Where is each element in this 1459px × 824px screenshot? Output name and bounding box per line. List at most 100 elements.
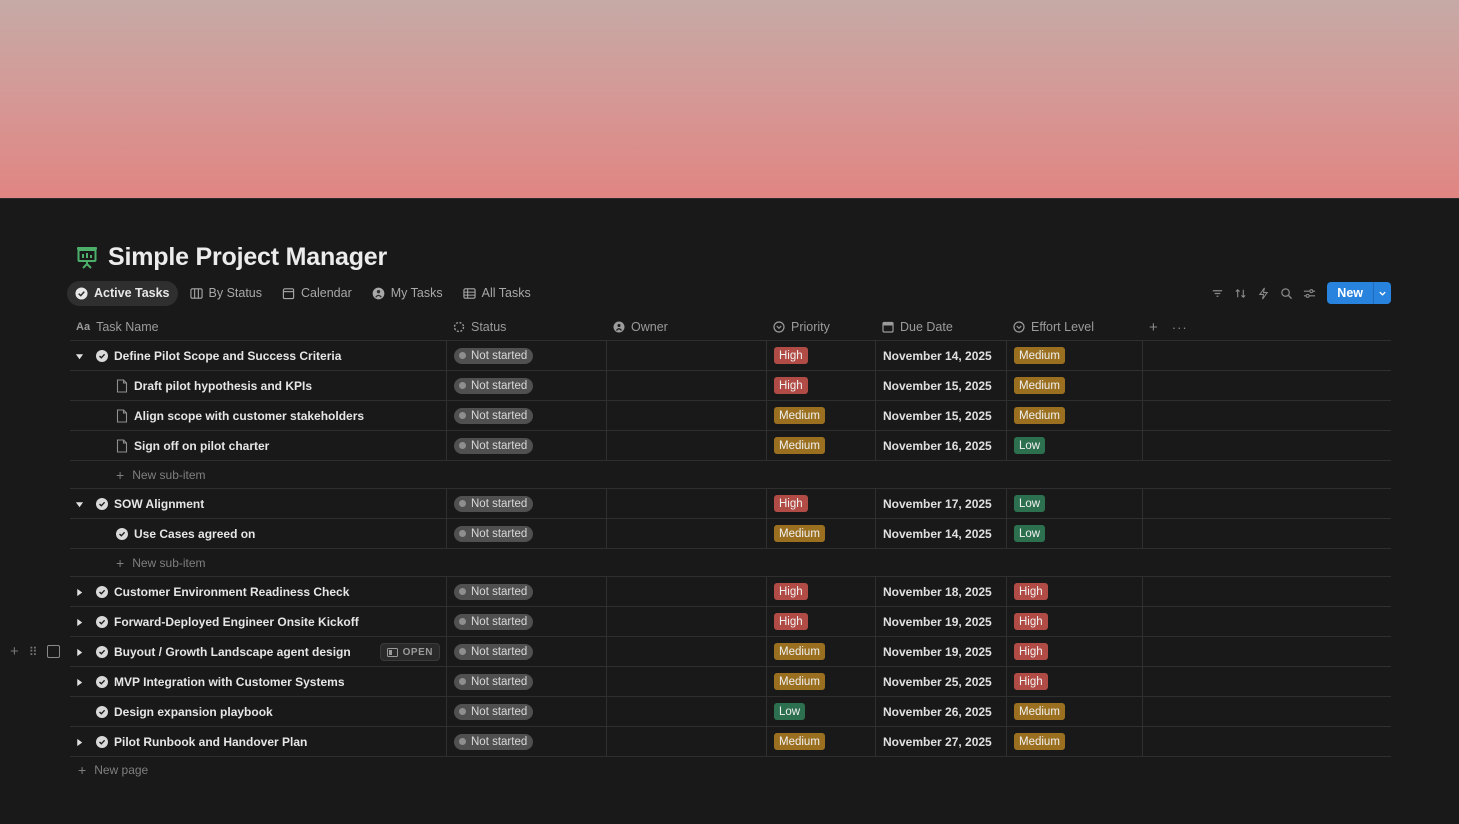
effort-level-cell[interactable]: Medium	[1007, 341, 1143, 370]
task-title[interactable]: MVP Integration with Customer Systems	[114, 675, 345, 689]
due-date-cell[interactable]: November 17, 2025	[876, 489, 1007, 518]
effort-level-cell[interactable]: Low	[1007, 519, 1143, 548]
owner-cell[interactable]	[607, 341, 767, 370]
triangle-right-icon[interactable]	[70, 583, 88, 601]
task-name-cell[interactable]: Align scope with customer stakeholders	[70, 401, 447, 430]
task-name-cell[interactable]: Pilot Runbook and Handover Plan	[70, 727, 447, 756]
status-cell[interactable]: Not started	[447, 371, 607, 400]
triangle-down-icon[interactable]	[70, 495, 88, 513]
sort-icon[interactable]	[1233, 286, 1248, 301]
owner-cell[interactable]	[607, 697, 767, 726]
owner-cell[interactable]	[607, 431, 767, 460]
triangle-right-icon[interactable]	[70, 673, 88, 691]
effort-level-cell[interactable]: Medium	[1007, 371, 1143, 400]
owner-cell[interactable]	[607, 371, 767, 400]
triangle-right-icon[interactable]	[70, 643, 88, 661]
status-cell[interactable]: Not started	[447, 401, 607, 430]
tab-calendar[interactable]: Calendar	[274, 281, 360, 306]
priority-cell[interactable]: High	[767, 341, 876, 370]
task-title[interactable]: Forward-Deployed Engineer Onsite Kickoff	[114, 615, 359, 629]
priority-cell[interactable]: Medium	[767, 401, 876, 430]
due-date-cell[interactable]: November 26, 2025	[876, 697, 1007, 726]
tab-all-tasks[interactable]: All Tasks	[455, 281, 539, 306]
tab-active-tasks[interactable]: Active Tasks	[67, 280, 178, 306]
search-icon[interactable]	[1279, 286, 1294, 301]
table-row[interactable]: Use Cases agreed on Not started Medium Nove…	[70, 519, 1391, 549]
owner-cell[interactable]	[607, 607, 767, 636]
effort-level-cell[interactable]: Low	[1007, 431, 1143, 460]
chevron-down-icon[interactable]	[1373, 282, 1391, 304]
settings-sliders-icon[interactable]	[1302, 286, 1317, 301]
due-date-cell[interactable]: November 16, 2025	[876, 431, 1007, 460]
task-title[interactable]: Design expansion playbook	[114, 705, 273, 719]
add-property-icon[interactable]: +	[1149, 318, 1158, 336]
due-date-cell[interactable]: November 25, 2025	[876, 667, 1007, 696]
priority-cell[interactable]: High	[767, 607, 876, 636]
status-cell[interactable]: Not started	[447, 697, 607, 726]
priority-cell[interactable]: Medium	[767, 667, 876, 696]
table-row[interactable]: Define Pilot Scope and Success Criteria N…	[70, 341, 1391, 371]
tab-by-status[interactable]: By Status	[182, 281, 271, 306]
table-row[interactable]: Forward-Deployed Engineer Onsite Kickoff…	[70, 607, 1391, 637]
status-cell[interactable]: Not started	[447, 727, 607, 756]
due-date-cell[interactable]: November 27, 2025	[876, 727, 1007, 756]
effort-level-cell[interactable]: Medium	[1007, 697, 1143, 726]
column-header-due-date[interactable]: Due Date	[876, 314, 1007, 340]
lightning-icon[interactable]	[1256, 286, 1271, 301]
task-name-cell[interactable]: Customer Environment Readiness Check	[70, 577, 447, 606]
column-header-task-name[interactable]: Aa Task Name	[70, 314, 447, 340]
task-name-cell[interactable]: Buyout / Growth Landscape agent design OP…	[70, 637, 447, 666]
effort-level-cell[interactable]: High	[1007, 607, 1143, 636]
add-row-icon[interactable]: +	[10, 643, 19, 660]
triangle-down-icon[interactable]	[70, 347, 88, 365]
due-date-cell[interactable]: November 14, 2025	[876, 519, 1007, 548]
new-button[interactable]: New	[1327, 282, 1391, 304]
drag-handle-icon[interactable]: ⠿	[28, 644, 38, 659]
owner-cell[interactable]	[607, 637, 767, 666]
table-row[interactable]: Sign off on pilot charter Not started Medi…	[70, 431, 1391, 461]
due-date-cell[interactable]: November 14, 2025	[876, 341, 1007, 370]
priority-cell[interactable]: Medium	[767, 727, 876, 756]
task-title[interactable]: SOW Alignment	[114, 497, 205, 511]
task-title[interactable]: Sign off on pilot charter	[134, 439, 270, 453]
task-name-cell[interactable]: SOW Alignment	[70, 489, 447, 518]
column-header-effort-level[interactable]: Effort Level	[1007, 314, 1143, 340]
due-date-cell[interactable]: November 15, 2025	[876, 401, 1007, 430]
task-name-cell[interactable]: Define Pilot Scope and Success Criteria	[70, 341, 447, 370]
owner-cell[interactable]	[607, 727, 767, 756]
table-row[interactable]: Align scope with customer stakeholders No…	[70, 401, 1391, 431]
due-date-cell[interactable]: November 19, 2025	[876, 637, 1007, 666]
open-in-side-peek-button[interactable]: OPEN	[379, 643, 440, 661]
task-name-cell[interactable]: MVP Integration with Customer Systems	[70, 667, 447, 696]
column-header-owner[interactable]: Owner	[607, 314, 767, 340]
due-date-cell[interactable]: November 18, 2025	[876, 577, 1007, 606]
new-sub-item-button[interactable]: + New sub-item	[70, 549, 1391, 577]
owner-cell[interactable]	[607, 401, 767, 430]
table-row[interactable]: MVP Integration with Customer Systems Not…	[70, 667, 1391, 697]
status-cell[interactable]: Not started	[447, 489, 607, 518]
owner-cell[interactable]	[607, 667, 767, 696]
filter-icon[interactable]	[1210, 286, 1225, 301]
new-page-button[interactable]: + New page	[78, 762, 148, 778]
presentation-board-icon[interactable]	[74, 244, 100, 270]
task-name-cell[interactable]: Sign off on pilot charter	[70, 431, 447, 460]
task-title[interactable]: Define Pilot Scope and Success Criteria	[114, 349, 342, 363]
status-cell[interactable]: Not started	[447, 607, 607, 636]
task-name-cell[interactable]: Use Cases agreed on	[70, 519, 447, 548]
status-cell[interactable]: Not started	[447, 519, 607, 548]
priority-cell[interactable]: Low	[767, 697, 876, 726]
task-title[interactable]: Buyout / Growth Landscape agent design	[114, 645, 351, 659]
status-cell[interactable]: Not started	[447, 637, 607, 666]
task-title[interactable]: Draft pilot hypothesis and KPIs	[134, 379, 313, 393]
effort-level-cell[interactable]: High	[1007, 577, 1143, 606]
more-options-icon[interactable]: ···	[1171, 319, 1188, 335]
task-name-cell[interactable]: Forward-Deployed Engineer Onsite Kickoff	[70, 607, 447, 636]
effort-level-cell[interactable]: Medium	[1007, 727, 1143, 756]
column-header-priority[interactable]: Priority	[767, 314, 876, 340]
triangle-right-icon[interactable]	[70, 733, 88, 751]
task-title[interactable]: Pilot Runbook and Handover Plan	[114, 735, 308, 749]
table-row[interactable]: Design expansion playbook Not started Low N…	[70, 697, 1391, 727]
column-header-status[interactable]: Status	[447, 314, 607, 340]
status-cell[interactable]: Not started	[447, 431, 607, 460]
task-title[interactable]: Use Cases agreed on	[134, 527, 256, 541]
